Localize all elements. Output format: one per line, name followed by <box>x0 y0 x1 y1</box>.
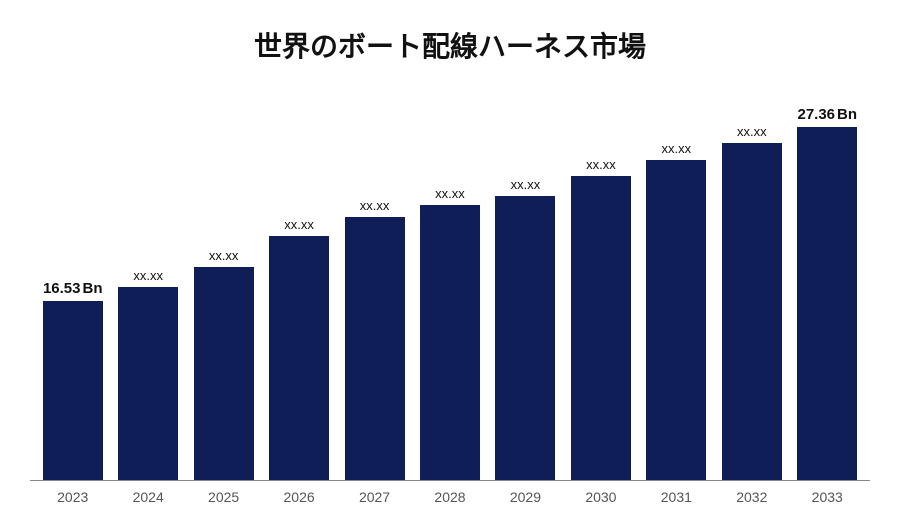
plot-area: 16.53Bn xx.xx xx.xx xx.xx xx.xx xx.xx xx.xx xx.… <box>30 100 870 505</box>
x-axis-label: 2025 <box>186 489 261 505</box>
bar-value-label: xx.xx <box>586 157 616 172</box>
bar-value-label: xx.xx <box>435 186 465 201</box>
x-axis-label: 2027 <box>337 489 412 505</box>
chart-title: 世界のボート配線ハーネス市場 <box>30 25 870 65</box>
bar <box>194 267 254 480</box>
bar-value-label: 16.53Bn <box>43 280 103 297</box>
bar-group: xx.xx <box>412 100 487 480</box>
bar <box>269 236 329 480</box>
bar <box>646 160 706 480</box>
bar <box>722 143 782 480</box>
bar-group: 27.36Bn <box>790 100 865 480</box>
x-axis-labels: 2023202420252026202720282029203020312032… <box>30 481 870 505</box>
bar-value-label: xx.xx <box>360 198 390 213</box>
x-axis-label: 2030 <box>563 489 638 505</box>
bar-group: xx.xx <box>261 100 336 480</box>
bar <box>43 301 103 480</box>
bar-value-label: xx.xx <box>209 248 239 263</box>
x-axis-label: 2026 <box>261 489 336 505</box>
bar-group: xx.xx <box>563 100 638 480</box>
bar-value-label: xx.xx <box>133 268 163 283</box>
bar-group: xx.xx <box>110 100 185 480</box>
bar-group: xx.xx <box>488 100 563 480</box>
bar-value-label: xx.xx <box>284 217 314 232</box>
x-axis-label: 2033 <box>790 489 865 505</box>
bar-value-label: xx.xx <box>511 177 541 192</box>
bar <box>797 127 857 480</box>
x-axis-label: 2028 <box>412 489 487 505</box>
bar-group: xx.xx <box>186 100 261 480</box>
x-axis-label: 2032 <box>714 489 789 505</box>
bar-group: xx.xx <box>639 100 714 480</box>
bar <box>345 217 405 480</box>
bar-value-label: xx.xx <box>737 124 767 139</box>
bar-group: 16.53Bn <box>35 100 110 480</box>
bar-group: xx.xx <box>337 100 412 480</box>
bar-value-label: xx.xx <box>662 141 692 156</box>
x-axis-label: 2023 <box>35 489 110 505</box>
bar <box>571 176 631 480</box>
bar-value-label: 27.36Bn <box>797 106 857 123</box>
x-axis-label: 2031 <box>639 489 714 505</box>
x-axis-label: 2029 <box>488 489 563 505</box>
bar <box>118 287 178 480</box>
x-axis-label: 2024 <box>110 489 185 505</box>
bar <box>495 196 555 480</box>
chart-container: 世界のボート配線ハーネス市場 16.53Bn xx.xx xx.xx xx.xx xx.… <box>0 0 900 525</box>
bars-region: 16.53Bn xx.xx xx.xx xx.xx xx.xx xx.xx xx.xx xx.… <box>30 100 870 481</box>
bar-group: xx.xx <box>714 100 789 480</box>
bar <box>420 205 480 480</box>
